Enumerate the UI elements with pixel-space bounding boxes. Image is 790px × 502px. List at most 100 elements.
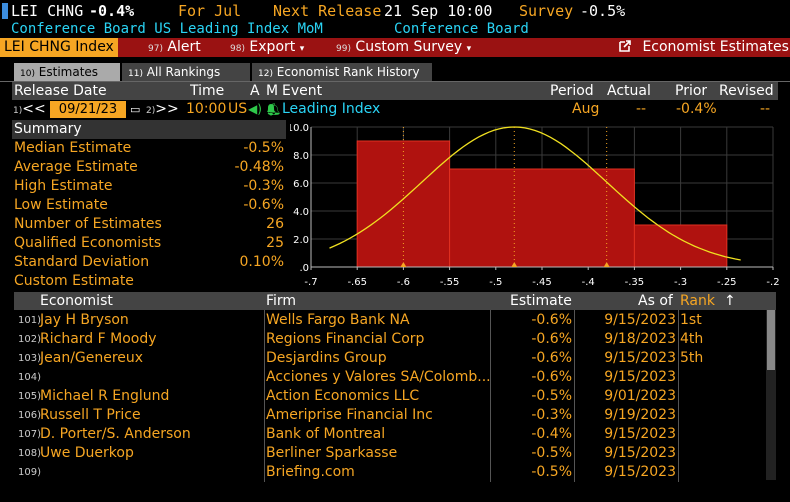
table-row[interactable]: 107) D. Porter/S. Anderson Bank of Montrea… [14,425,776,444]
next-release-value: 21 Sep 10:00 [384,2,493,20]
row-index: 109) [18,467,41,478]
calendar-icon[interactable]: ▭ [130,103,141,116]
asof-date: 9/15/2023 [604,445,676,461]
prev-button[interactable]: 1)<< [13,100,46,121]
estimate-value: -0.3% [531,407,572,423]
summary-label: Standard Deviation [14,254,150,270]
asof-date: 9/18/2023 [604,331,676,347]
next-button[interactable]: 2)>> [146,100,179,121]
summary-label: High Estimate [14,178,113,194]
rank-value: 1st [680,312,702,328]
economist-label: Economist Estimates [642,39,789,55]
y-tick-label: 8.0 [293,151,309,162]
table-row[interactable]: 103) Jean/Genereux Desjardins Group -0.6% 9/… [14,349,776,368]
tab-label: Estimates [38,65,99,79]
summary-value: -0.6% [243,197,284,213]
x-tick-label: -.7 [304,277,317,288]
summary-label: Number of Estimates [14,216,162,232]
firm-name: Acciones y Valores SA/Colomb... [266,369,491,385]
estimate-value: -0.5% [531,445,572,461]
menu-bar: LEI CHNG Index 97) Alert 98) Export ▾ 99… [0,38,790,57]
estimate-value: -0.4% [531,426,572,442]
x-tick-label: -.45 [532,277,552,288]
summary-row-custom[interactable]: Custom Estimate [12,272,286,291]
prev-label: << [22,101,46,117]
next-release-label: Next Release [273,2,382,20]
summary-row: High Estimate -0.3% [12,177,286,196]
table-row[interactable]: 109) Briefing.com -0.5% 9/15/2023 [14,463,776,482]
export-menu[interactable]: 98) Export ▾ [230,38,304,59]
source-name: Conference Board [394,21,529,37]
table-row[interactable]: 108) Uwe Duerkop Berliner Sparkasse -0.5% 9/… [14,444,776,463]
sort-arrow-icon[interactable]: ↑ [724,293,736,309]
col-m: M [266,83,279,99]
subtitle-bar: Conference Board US Leading Index MoM Co… [0,21,790,38]
x-tick-label: -.5 [489,277,502,288]
scrollbar-track[interactable] [766,310,776,480]
custom-num: 99) [336,44,351,54]
economist-table-header: Economist Firm Estimate As of Rank ↑ [14,292,776,310]
release-period: Aug [572,101,600,117]
tab-label: Economist Rank History [276,65,420,79]
summary-label: Average Estimate [14,159,138,175]
economist-estimates-button[interactable]: Economist Estimates [618,38,789,57]
estimate-distribution-chart: .0 2.0 4.0 6.0 8.0 10.0 -.7 -.65 -.6 -.55 -.5 -.45 -… [290,123,780,288]
row-index: 104) [18,372,41,383]
col-rank[interactable]: Rank [680,293,715,309]
col-firm[interactable]: Firm [266,293,297,309]
tab-economist-rank-history[interactable]: 12) Economist Rank History [252,63,432,81]
event-name[interactable]: Leading Index [282,101,381,117]
chart-axes: .0 2.0 4.0 6.0 8.0 10.0 -.7 -.65 -.6 -.55 -.5 -.45 -… [290,123,780,288]
scrollbar-thumb[interactable] [767,310,775,370]
table-row[interactable]: 102) Richard F Moody Regions Financial Cor… [14,330,776,349]
estimate-value: -0.6% [531,312,572,328]
table-row[interactable]: 104) Acciones y Valores SA/Colomb... -0.6%… [14,368,776,387]
next-label: >> [155,101,179,117]
speaker-icon[interactable]: ◀) [248,102,262,116]
x-tick-label: -.3 [674,277,687,288]
col-time: Time [190,83,225,99]
table-row[interactable]: 101) Jay H Bryson Wells Fargo Bank NA -0.6%… [14,311,776,330]
table-row[interactable]: 106) Russell T Price Ameriprise Financial … [14,406,776,425]
estimate-value: -0.5% [531,388,572,404]
economist-name: Michael R Englund [40,388,170,404]
security-field[interactable]: LEI CHNG Index [0,38,118,57]
col-economist[interactable]: Economist [40,293,113,309]
survey-value: -0.5% [580,2,626,20]
col-release-date: Release Date [14,83,107,99]
x-tick-label: -.65 [347,277,367,288]
index-description: Conference Board US Leading Index MoM [11,21,323,37]
row-index: 101) [18,315,41,326]
rank-value: 4th [680,331,704,347]
rank-value: 5th [680,350,704,366]
asof-date: 9/15/2023 [604,350,676,366]
summary-label: Low Estimate [14,197,108,213]
row-index: 103) [18,353,41,364]
custom-survey-menu[interactable]: 99) Custom Survey ▾ [336,38,471,59]
alert-label: Alert [167,39,201,55]
popout-icon [619,40,631,52]
tab-estimates[interactable]: 10) Estimates [14,63,120,81]
col-estimate[interactable]: Estimate [510,293,572,309]
asof-date: 9/15/2023 [604,464,676,480]
release-date-input[interactable]: 09/21/23 [50,101,126,118]
chevron-down-icon: ▾ [299,44,305,54]
x-tick-label: -.4 [582,277,595,288]
table-row[interactable]: 105) Michael R Englund Action Economics LL… [14,387,776,406]
row-index: 106) [18,410,41,421]
tab-num: 12) [258,69,273,79]
summary-label: Custom Estimate [14,273,134,289]
row-index: 107) [18,429,41,440]
firm-name: Action Economics LLC [266,388,420,404]
col-asof[interactable]: As of [638,293,673,309]
marker-triangle [511,262,518,267]
security-marker [2,3,8,19]
alert-menu[interactable]: 97) Alert [148,38,201,59]
tab-all-rankings[interactable]: 11) All Rankings [122,63,250,81]
summary-value: -0.48% [234,159,284,175]
prev-num: 1) [13,106,23,116]
estimate-value: -0.6% [531,369,572,385]
tab-bar: 10) Estimates 11) All Rankings 12) Econo… [0,63,790,81]
tab-num: 10) [20,69,35,79]
tab-divider [0,81,790,82]
